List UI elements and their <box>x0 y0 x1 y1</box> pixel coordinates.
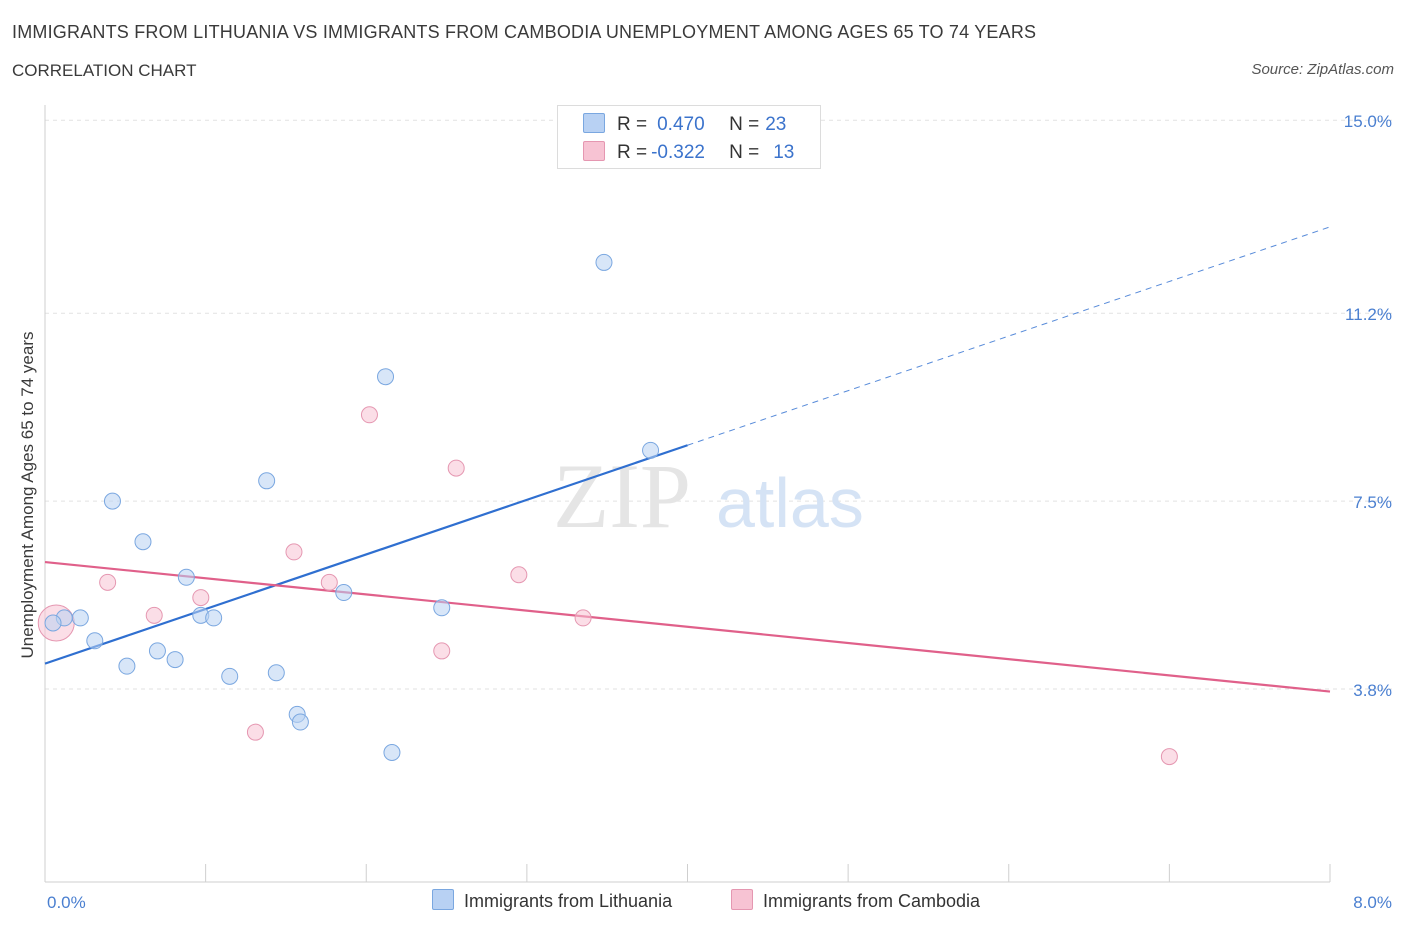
chart-subtitle: CORRELATION CHART <box>12 61 197 80</box>
lithuania-point <box>44 614 62 632</box>
cambodia-point <box>145 606 163 624</box>
series2-label: Immigrants from Cambodia <box>763 891 981 911</box>
cambodia-point <box>192 589 210 607</box>
lithuania-point <box>433 599 451 617</box>
y-tick-label: 11.2% <box>1345 305 1392 324</box>
lithuania-trend-extension <box>687 226 1331 446</box>
cambodia-trend-line <box>44 560 1331 693</box>
cambodia-point <box>360 406 378 424</box>
cambodia-swatch <box>731 889 753 910</box>
lithuania-point <box>291 713 309 731</box>
trend-lines <box>44 226 1331 693</box>
y-tick-label: 7.5% <box>1353 493 1392 512</box>
legend-r-label: R = <box>617 114 648 135</box>
legend-n-value: 13 <box>773 142 795 163</box>
x-tick-label: 0.0% <box>47 893 86 912</box>
series1-label: Immigrants from Lithuania <box>464 891 673 911</box>
cambodia-point <box>447 459 465 477</box>
lithuania-point <box>595 253 613 271</box>
y-tick-label: 3.8% <box>1353 681 1392 700</box>
watermark: ZIP atlas <box>553 445 864 547</box>
legend-n-label: N = <box>729 142 760 163</box>
lithuania-swatch <box>583 113 605 133</box>
cambodia-point <box>433 642 451 660</box>
cambodia-point <box>320 573 338 591</box>
lithuania-point <box>335 584 353 602</box>
legend-row-cambodia: R = -0.322 N = 13 <box>583 141 794 165</box>
x-tick-label: 8.0% <box>1353 893 1392 912</box>
legend-r-value: -0.322 <box>651 142 705 163</box>
lithuania-point <box>166 651 184 669</box>
lithuania-point <box>177 568 195 586</box>
legend-n-value: 23 <box>765 114 787 135</box>
lithuania-point <box>258 472 276 490</box>
legend-row-lithuania: R = 0.470 N = 23 <box>583 113 786 137</box>
y-axis-title: Unemployment Among Ages 65 to 74 years <box>18 332 37 659</box>
lithuania-point <box>103 492 121 510</box>
watermark-zip: ZIP <box>553 445 691 547</box>
lithuania-point <box>205 609 223 627</box>
legend-r-label: R = <box>617 142 648 163</box>
lithuania-point <box>148 642 166 660</box>
lithuania-point <box>134 533 152 551</box>
lithuania-point <box>221 667 239 685</box>
chart-title: IMMIGRANTS FROM LITHUANIA VS IMMIGRANTS … <box>12 22 1037 42</box>
cambodia-swatch <box>583 141 605 161</box>
bottom-legend-lithuania: Immigrants from Lithuania <box>432 889 672 912</box>
lithuania-swatch <box>432 889 454 910</box>
data-points <box>37 253 1178 766</box>
bottom-legend-cambodia: Immigrants from Cambodia <box>731 889 980 912</box>
lithuania-point <box>377 368 395 386</box>
y-tick-label: 15.0% <box>1344 112 1392 131</box>
lithuania-point <box>642 441 660 459</box>
legend-r-value: 0.470 <box>657 114 705 135</box>
tick-labels: 3.8% 7.5% 11.2% 15.0% 0.0% 8.0% <box>47 112 1392 912</box>
lithuania-point <box>71 609 89 627</box>
cambodia-point <box>285 543 303 561</box>
lithuania-point <box>118 657 136 675</box>
axes <box>44 105 1331 883</box>
source-label: Source: ZipAtlas.com <box>1251 61 1394 78</box>
stats-legend: R = 0.470 N = 23 R = -0.322 N = 13 <box>557 105 821 169</box>
cambodia-point <box>246 723 264 741</box>
lithuania-point <box>383 744 401 761</box>
cambodia-point <box>574 609 592 627</box>
lithuania-trend-line <box>44 444 688 665</box>
cambodia-point <box>99 573 117 591</box>
lithuania-point <box>86 632 104 650</box>
lithuania-point <box>267 664 285 682</box>
gridlines <box>45 119 1392 690</box>
watermark-atlas: atlas <box>716 464 864 542</box>
cambodia-point <box>510 566 528 584</box>
legend-n-label: N = <box>729 114 760 135</box>
cambodia-point <box>1160 748 1178 766</box>
